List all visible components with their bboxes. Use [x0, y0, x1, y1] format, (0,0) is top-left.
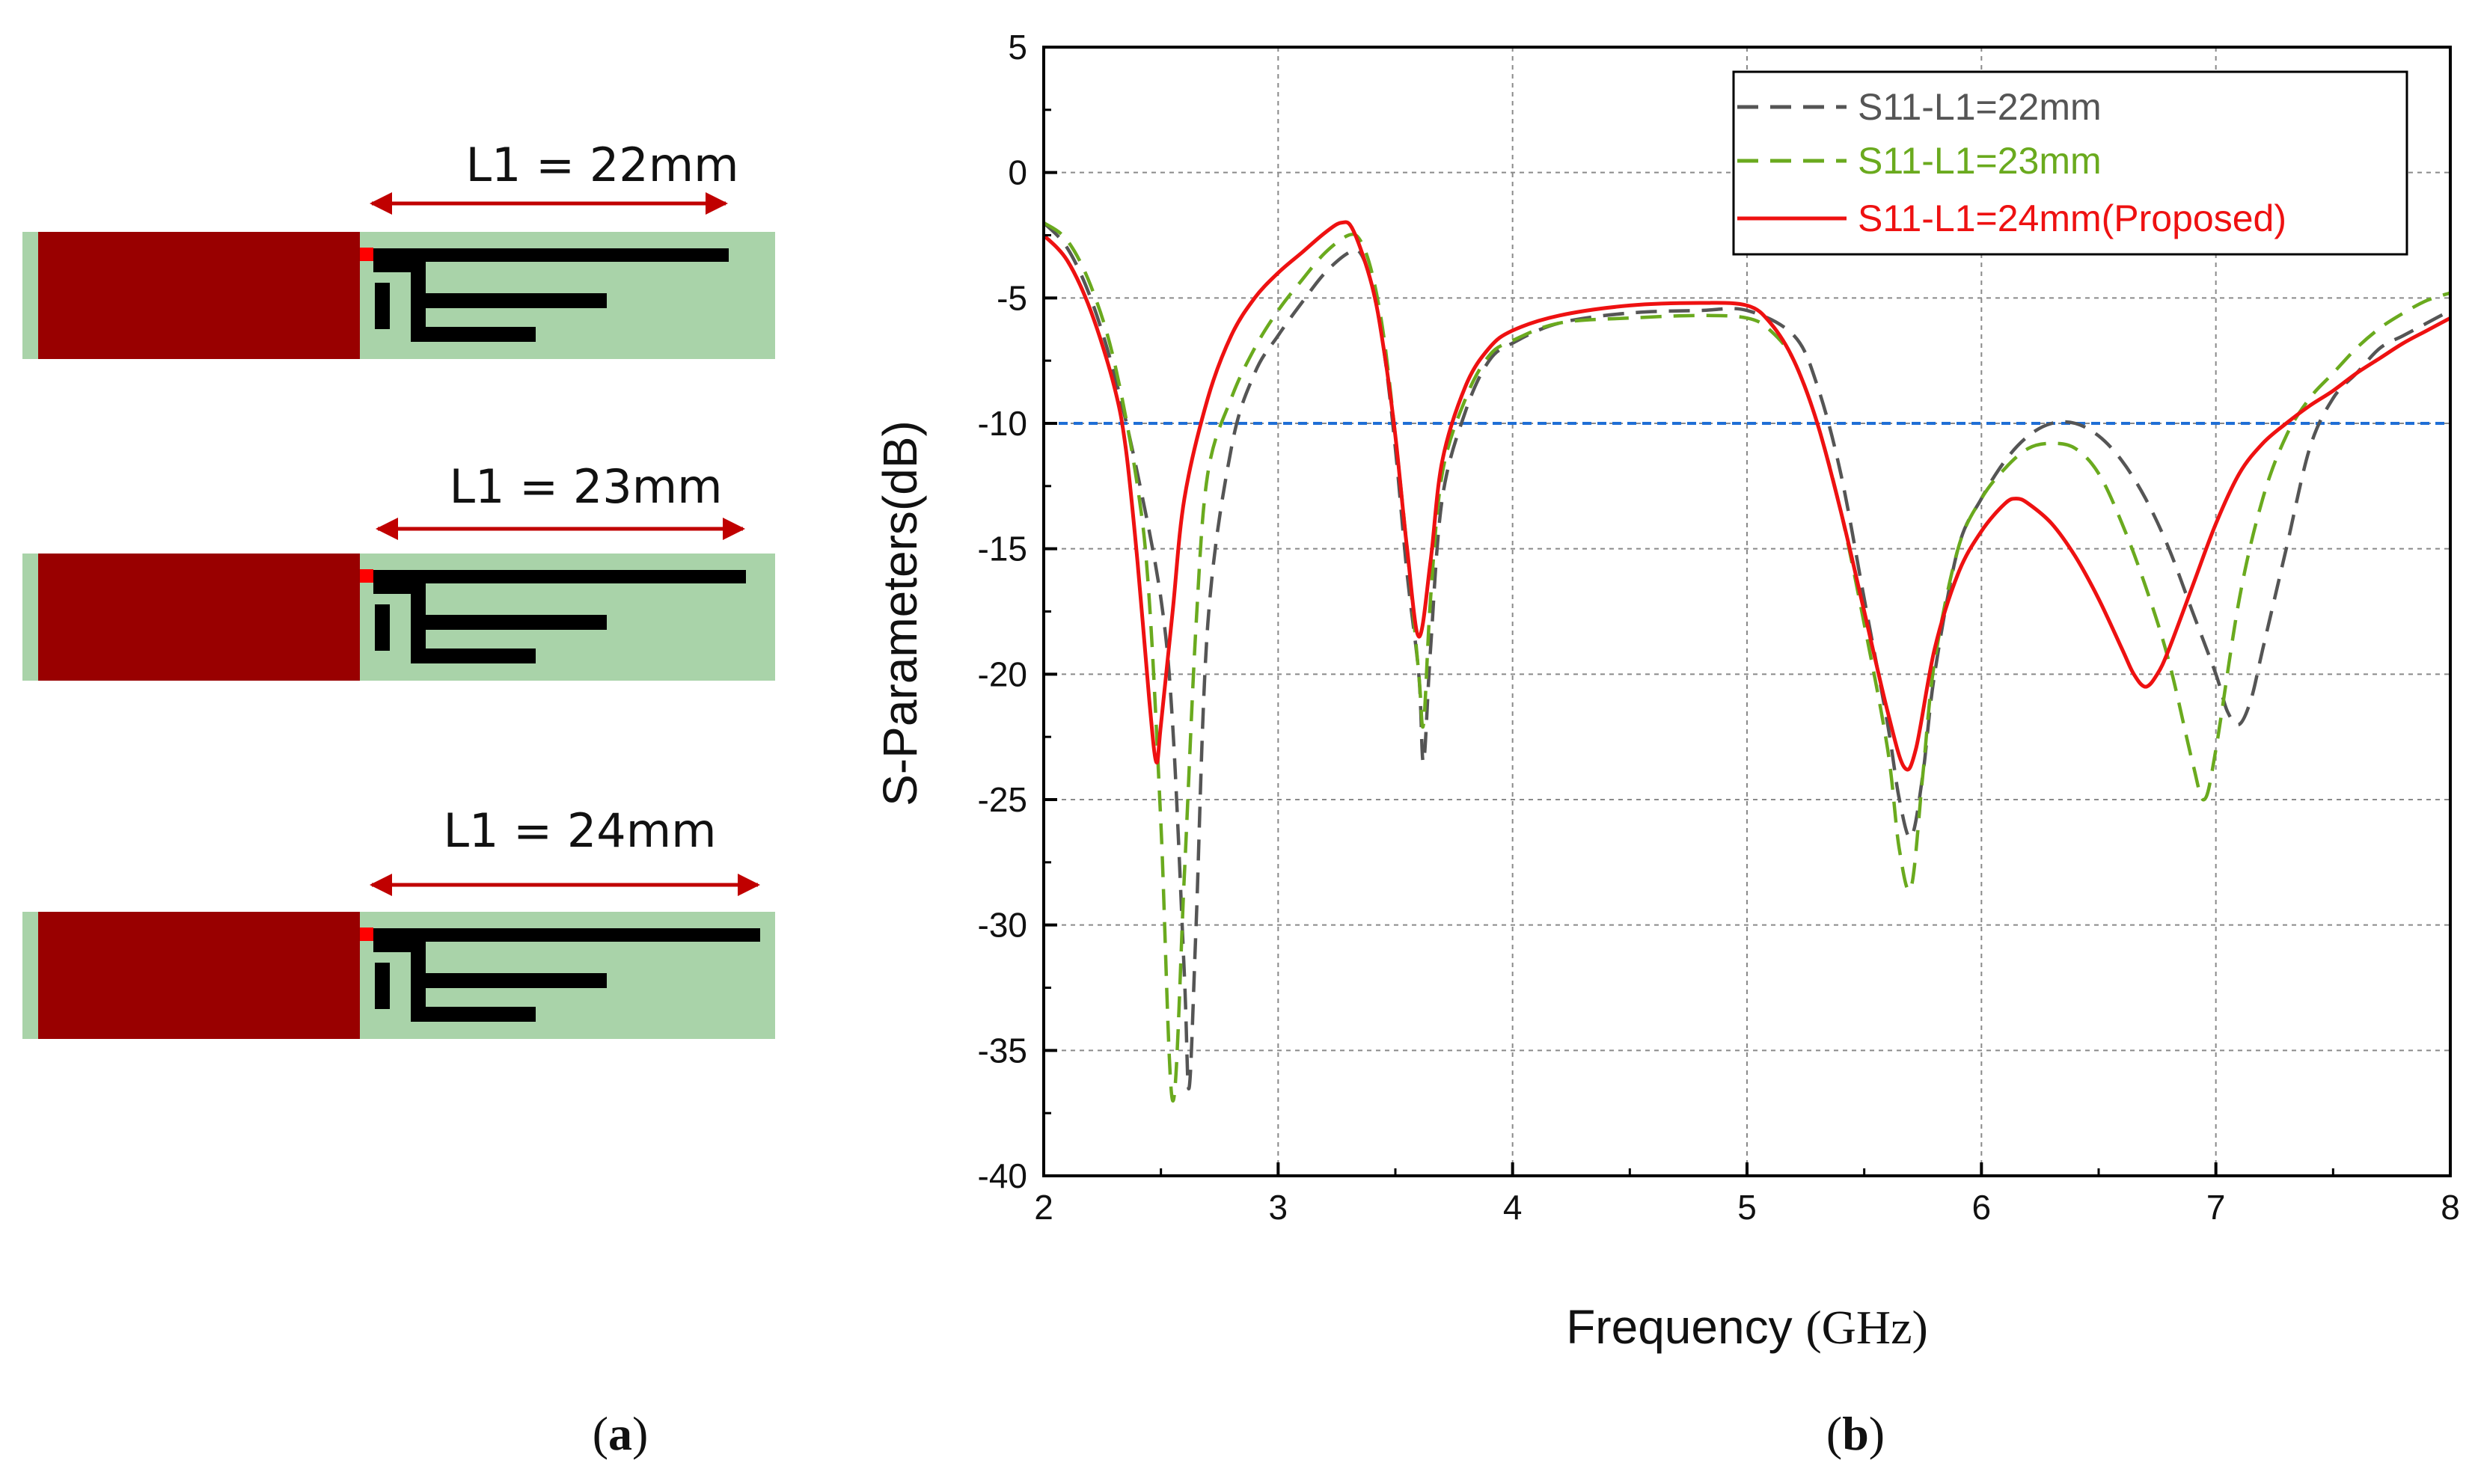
legend: S11-L1=22mm S11-L1=23mm S11-L1=24mm(Prop…	[1732, 70, 2408, 256]
series-line-22mm	[1042, 221, 2452, 1091]
lower-arm-23mm	[411, 649, 536, 663]
y-tick-label: -30	[978, 906, 1027, 945]
short-stub-22mm	[375, 283, 390, 329]
x-tick-label: 2	[1034, 1188, 1053, 1227]
y-tick-label: -15	[978, 530, 1027, 568]
antenna-variant-22mm: L1 = 22mm	[22, 138, 775, 359]
antenna-variant-24mm: L1 = 24mm	[22, 803, 775, 1039]
lower-arm-24mm	[411, 1007, 536, 1022]
short-stub-23mm	[375, 604, 390, 651]
antenna-variant-23mm: L1 = 23mm	[22, 459, 775, 681]
feed-point-24mm	[360, 927, 373, 941]
legend-label-22mm: S11-L1=22mm	[1858, 86, 2102, 128]
middle-arm-24mm	[411, 973, 607, 988]
x-tick-label: 6	[1972, 1188, 1992, 1227]
main-arm-24mm	[373, 928, 760, 942]
y-axis-title: S-Parameters(dB)	[873, 420, 927, 806]
lower-arm-22mm	[411, 327, 536, 342]
y-tick-label: -35	[978, 1031, 1027, 1070]
x-tick-label: 7	[2206, 1188, 2226, 1227]
feed-point-22mm	[360, 248, 373, 261]
legend-box	[1732, 70, 2408, 256]
ground-plane-24mm	[38, 912, 360, 1039]
caption-a-letter: a	[608, 1407, 632, 1460]
y-tick-label: -20	[978, 654, 1027, 693]
panel-a: L1 = 22mm L1 = 23mm	[22, 138, 775, 1460]
x-tick-label: 4	[1503, 1188, 1523, 1227]
caption-a-open: (	[593, 1407, 608, 1460]
middle-arm-22mm	[411, 293, 607, 308]
series-layer	[1042, 220, 2452, 1103]
y-tick-label: -5	[997, 278, 1027, 317]
x-axis-title-unit: (GHz)	[1805, 1301, 1927, 1354]
x-axis-title: Frequency (GHz)	[1566, 1300, 1928, 1354]
caption-b-open: (	[1826, 1407, 1842, 1460]
y-tick-label: -25	[978, 780, 1027, 819]
legend-label-23mm: S11-L1=23mm	[1858, 140, 2102, 182]
middle-arm-23mm	[411, 615, 607, 630]
feed-point-23mm	[360, 569, 373, 583]
x-tick-label: 5	[1737, 1188, 1757, 1227]
y-tick-label: 5	[1008, 28, 1027, 67]
x-axis-title-main: Frequency	[1566, 1300, 1805, 1354]
short-stub-24mm	[375, 963, 390, 1009]
y-tick-label: -40	[978, 1156, 1027, 1195]
x-tick-label: 3	[1269, 1188, 1288, 1227]
ground-plane-23mm	[38, 554, 360, 681]
panel-b: 2 3 4 5 6 7 8 5 0 -5 -10 -15 -20 -25 -30 -35 -40 Frequen…	[873, 28, 2460, 1460]
dimension-label-22mm: L1 = 22mm	[465, 138, 738, 192]
dimension-label-23mm: L1 = 23mm	[449, 459, 722, 514]
caption-b-letter: b	[1842, 1407, 1869, 1460]
dimension-label-24mm: L1 = 24mm	[443, 803, 716, 858]
series-line-24mm	[1042, 220, 2452, 772]
caption-b-close: )	[1869, 1407, 1885, 1460]
legend-label-24mm: S11-L1=24mm(Proposed)	[1858, 197, 2286, 239]
main-arm-22mm	[373, 248, 729, 262]
ground-plane-22mm	[38, 232, 360, 359]
main-arm-23mm	[373, 570, 746, 583]
series-line-23mm	[1042, 221, 2451, 1103]
tick-layer: 2 3 4 5 6 7 8 5 0 -5 -10 -15 -20 -25 -30 -35 -40	[978, 28, 2460, 1227]
caption-b: (b)	[1826, 1407, 1885, 1460]
y-tick-label: -10	[978, 404, 1027, 443]
caption-a: (a)	[593, 1407, 649, 1460]
y-tick-label: 0	[1008, 153, 1027, 192]
caption-a-close: )	[632, 1407, 648, 1460]
x-tick-label: 8	[2441, 1188, 2460, 1227]
